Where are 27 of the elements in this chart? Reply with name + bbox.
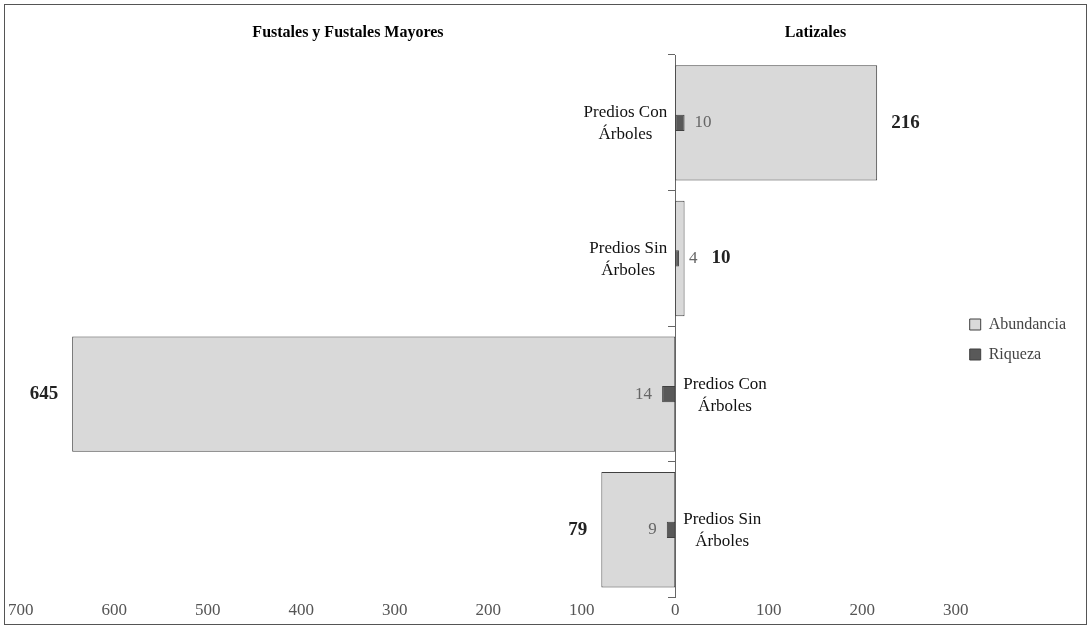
x-tick-label: 500 <box>194 600 221 620</box>
x-tick-label: 300 <box>942 600 969 620</box>
data-label: 14 <box>635 383 653 403</box>
data-label: 79 <box>568 517 588 539</box>
y-tick-label: Predios Sin Árboles <box>683 509 762 551</box>
y-tick-label: Predios Con Árboles <box>683 373 768 415</box>
x-tick-label: 700 <box>8 600 34 620</box>
x-tick-label: 100 <box>755 600 782 620</box>
data-label: 10 <box>694 112 712 132</box>
x-tick-label: 300 <box>381 600 408 620</box>
x-tick-label: 200 <box>475 600 501 620</box>
legend-label: Abundancia <box>988 314 1067 332</box>
x-tick-label: 200 <box>849 600 875 620</box>
x-tick-label: 600 <box>101 600 127 620</box>
text: Latizales <box>784 23 847 41</box>
data-label: 10 <box>711 246 731 268</box>
data-label: 9 <box>648 519 657 539</box>
y-tick-label: Predios Sin Árboles <box>589 237 668 279</box>
data-label: 4 <box>688 247 698 267</box>
text: Fustales y Fustales Mayores <box>252 23 444 42</box>
y-tick-label: Predios Con Árboles <box>583 102 668 144</box>
x-tick-label: 0 <box>670 600 680 620</box>
x-tick-label: 400 <box>288 600 314 620</box>
data-label: 645 <box>29 382 59 404</box>
data-label: 216 <box>891 110 920 132</box>
legend-label: Riqueza <box>988 344 1042 363</box>
x-tick-label: 100 <box>568 600 595 620</box>
